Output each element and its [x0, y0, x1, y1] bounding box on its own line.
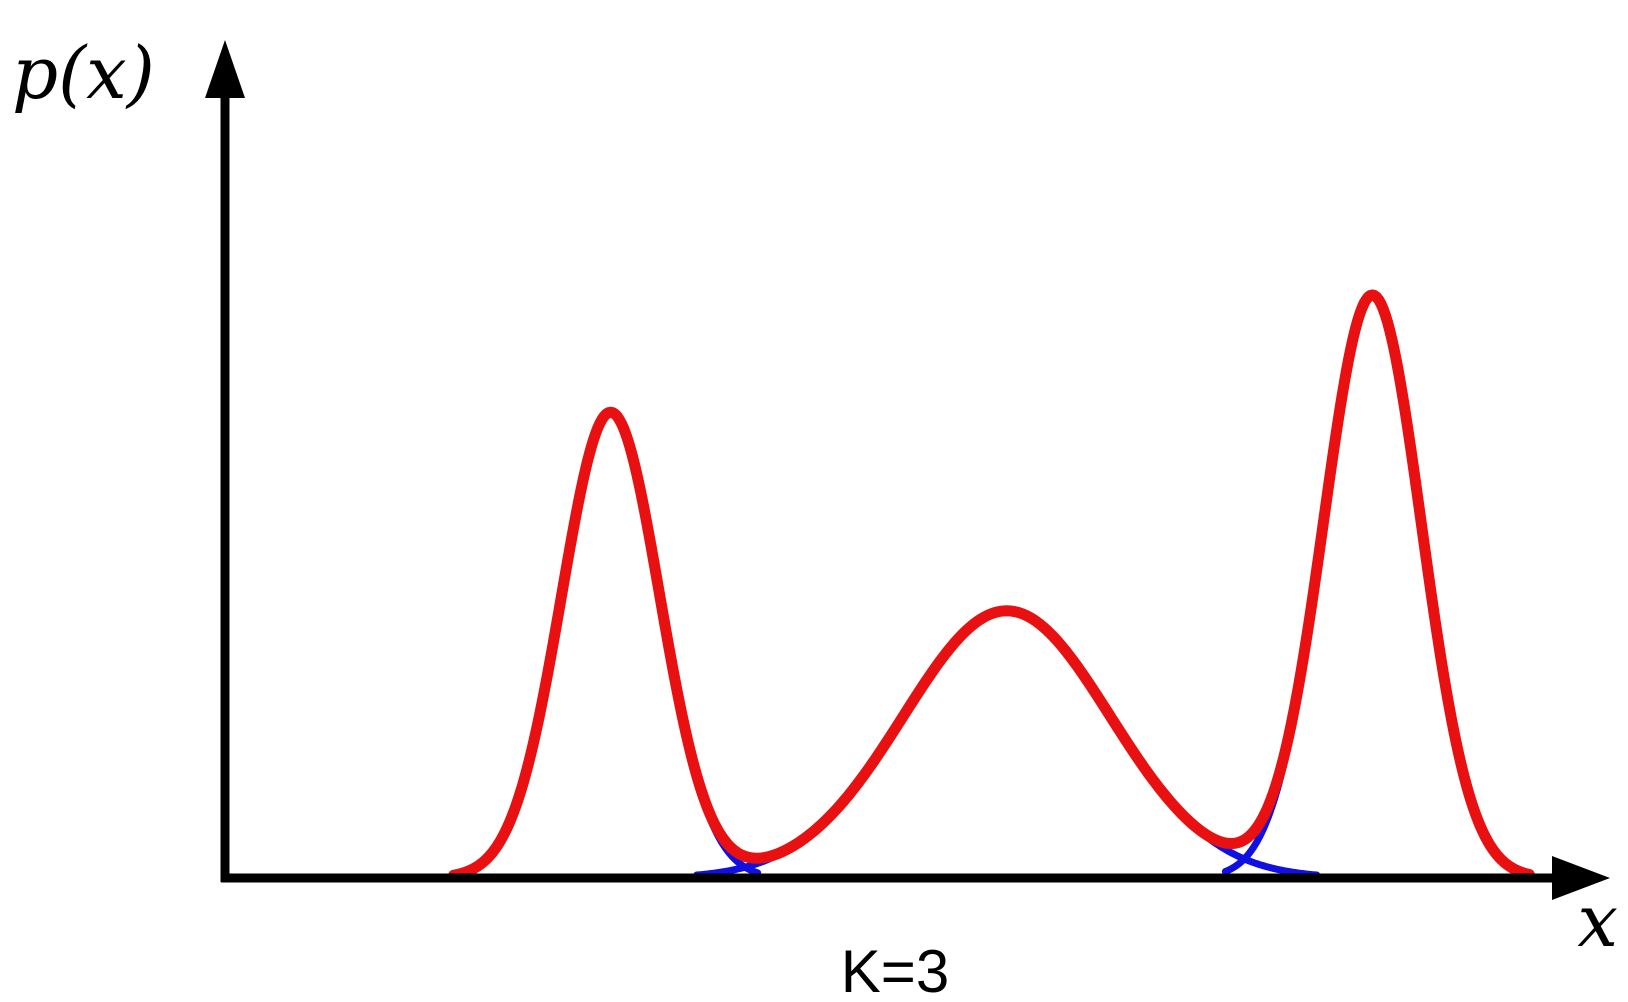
mixture-curve-group — [448, 289, 1535, 881]
plot-area — [448, 289, 1535, 881]
y-axis-label: p(x) — [12, 31, 155, 115]
component-curves — [460, 292, 1524, 879]
component-curve-3 — [1221, 292, 1524, 876]
x-axis-arrow-icon — [1552, 856, 1610, 900]
mixture-curve — [448, 289, 1535, 881]
y-axis-arrow-icon — [205, 40, 245, 98]
component-curve-1 — [460, 408, 762, 877]
chart-caption: K=3 — [841, 938, 949, 1002]
component-curve-2 — [693, 607, 1321, 879]
x-axis-label: x — [1577, 879, 1618, 963]
axes — [205, 40, 1610, 900]
